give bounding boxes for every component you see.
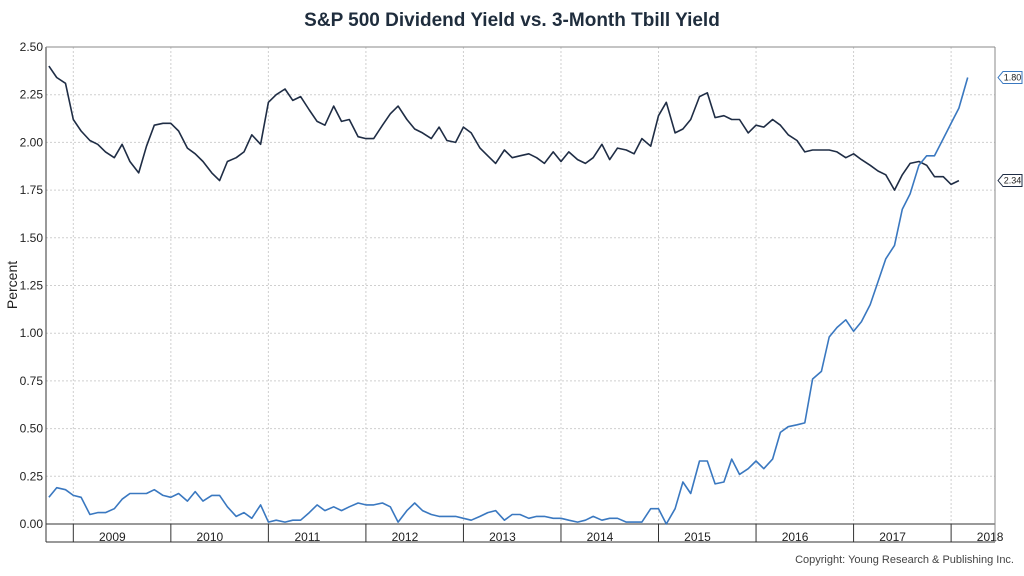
dividend-end-label-text: 2.34 <box>1004 176 1022 186</box>
series-lines <box>48 65 969 525</box>
y-tick-label: 1.00 <box>20 326 44 340</box>
x-tick-label: 2016 <box>782 530 809 544</box>
y-tick-label: 2.50 <box>20 40 44 54</box>
grid-lines <box>46 46 995 524</box>
end-value-labels: 2.34 1.80 <box>997 71 1023 188</box>
x-tick-label: 2014 <box>587 530 614 544</box>
y-tick-label: 1.75 <box>20 183 44 197</box>
tbill-end-label-text: 1.80 <box>1004 73 1022 83</box>
y-axis-label: Percent <box>4 261 20 309</box>
y-tick-label: 0.00 <box>20 517 44 531</box>
x-tick-label: 2011 <box>294 530 320 544</box>
x-tick-label: 2009 <box>99 530 126 544</box>
tbill-end-label: 1.80 <box>997 71 1023 85</box>
x-tick-label: 2010 <box>197 530 224 544</box>
dividend-end-label-box <box>997 174 1023 188</box>
x-tick-label: 2012 <box>392 530 419 544</box>
y-tick-label: 1.25 <box>20 279 44 293</box>
x-tick-label: 2018 <box>977 530 1004 544</box>
tbill-end-label-box <box>997 71 1023 85</box>
chart-title: S&P 500 Dividend Yield vs. 3-Month Tbill… <box>304 10 720 31</box>
y-tick-label: 1.50 <box>20 231 44 245</box>
y-tick-label: 2.25 <box>20 88 44 102</box>
x-tick-label: 2015 <box>684 530 711 544</box>
y-tick-label: 0.25 <box>20 469 44 483</box>
y-tick-label: 0.75 <box>20 374 44 388</box>
x-tick-label: 2013 <box>489 530 516 544</box>
dividend-yield-line <box>48 65 960 191</box>
dividend-end-label: 2.34 <box>997 174 1023 188</box>
y-tick-label: 2.00 <box>20 135 44 149</box>
axes: 0.00 0.25 0.50 0.75 1.00 1.25 1.50 1.75 2.00 2.25… <box>20 40 1004 544</box>
x-tick-label: 2017 <box>879 530 906 544</box>
tbill-yield-line <box>48 77 969 525</box>
copyright-text: Copyright: Young Research & Publishing I… <box>795 554 1014 566</box>
y-tick-label: 0.50 <box>20 422 44 436</box>
